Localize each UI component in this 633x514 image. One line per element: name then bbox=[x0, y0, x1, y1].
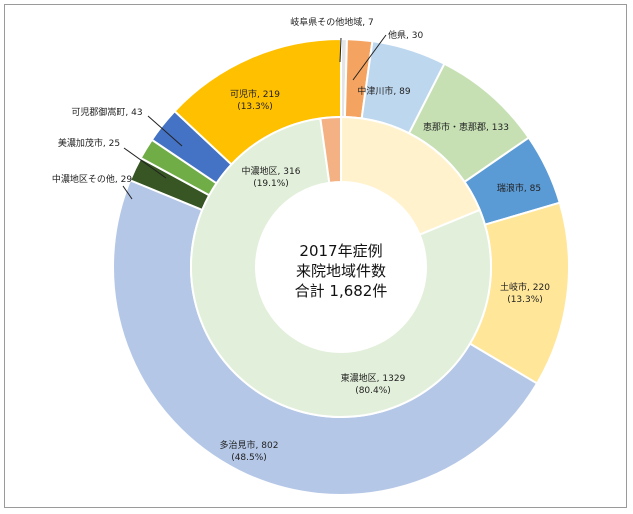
leader-lines bbox=[122, 34, 387, 200]
outer-label-text-6: 多治見市, 802 bbox=[220, 439, 279, 451]
outer-label-9: 可児郡御嵩町, 43 bbox=[71, 106, 142, 118]
inner-label-pct-0: (19.1%) bbox=[253, 179, 289, 189]
outer-label-2: 中津川市, 89 bbox=[357, 85, 410, 97]
outer-label-10: 可児市, 219 (13.3%) bbox=[230, 88, 280, 112]
outer-label-text-7: 中濃地区その他, 29 bbox=[52, 173, 132, 185]
center-line-2: 来院地域件数 bbox=[296, 262, 386, 280]
leader-line-0 bbox=[339, 37, 342, 63]
outer-label-text-8: 美濃加茂市, 25 bbox=[58, 137, 120, 149]
outer-label-1: 他県, 30 bbox=[388, 29, 423, 41]
outer-label-7: 中濃地区その他, 29 bbox=[52, 173, 132, 185]
outer-label-4: 瑞浪市, 85 bbox=[497, 182, 541, 194]
center-line-3: 合計 1,682件 bbox=[295, 282, 388, 300]
leader-line-8 bbox=[123, 147, 167, 179]
inner-label-text-1: 東濃地区, 1329 bbox=[341, 372, 406, 384]
inner-label-pct-1: (80.4%) bbox=[355, 386, 391, 396]
slice-labels: 岐阜県その他地域, 7 他県, 30 中津川市, 89 恵那市・恵那郡, 133 瑞浪市… bbox=[52, 16, 550, 463]
leader-line-7 bbox=[122, 185, 133, 200]
outer-label-0: 岐阜県その他地域, 7 bbox=[290, 16, 373, 28]
leader-line-1 bbox=[352, 34, 387, 81]
outer-label-text-0: 岐阜県その他地域, 7 bbox=[290, 16, 373, 28]
inner-label-1: 東濃地区, 1329 (80.4%) bbox=[341, 372, 406, 396]
outer-label-text-3: 恵那市・恵那郡, 133 bbox=[423, 121, 509, 133]
center-line-1: 2017年症例 bbox=[299, 242, 382, 260]
outer-label-3: 恵那市・恵那郡, 133 bbox=[423, 121, 509, 133]
outer-label-text-1: 他県, 30 bbox=[388, 29, 423, 41]
outer-label-pct-6: (48.5%) bbox=[231, 453, 267, 463]
inner-label-text-0: 中濃地区, 316 bbox=[242, 165, 301, 177]
donut-hole bbox=[256, 182, 426, 352]
leader-line-9 bbox=[147, 115, 183, 147]
outer-label-pct-10: (13.3%) bbox=[237, 102, 273, 112]
outer-label-text-5: 土岐市, 220 bbox=[500, 281, 550, 293]
outer-label-text-2: 中津川市, 89 bbox=[357, 85, 410, 97]
outer-label-text-9: 可児郡御嵩町, 43 bbox=[71, 106, 142, 118]
outer-label-6: 多治見市, 802 (48.5%) bbox=[220, 439, 279, 463]
outer-label-pct-5: (13.3%) bbox=[507, 295, 543, 305]
inner-label-0: 中濃地区, 316 (19.1%) bbox=[242, 165, 301, 189]
center-text: 2017年症例 来院地域件数 合計 1,682件 bbox=[295, 242, 388, 300]
outer-label-text-4: 瑞浪市, 85 bbox=[497, 182, 541, 194]
outer-ring bbox=[112, 37, 570, 497]
outer-label-5: 土岐市, 220 (13.3%) bbox=[500, 281, 550, 305]
outer-label-8: 美濃加茂市, 25 bbox=[58, 137, 120, 149]
outer-label-text-10: 可児市, 219 bbox=[230, 88, 280, 100]
